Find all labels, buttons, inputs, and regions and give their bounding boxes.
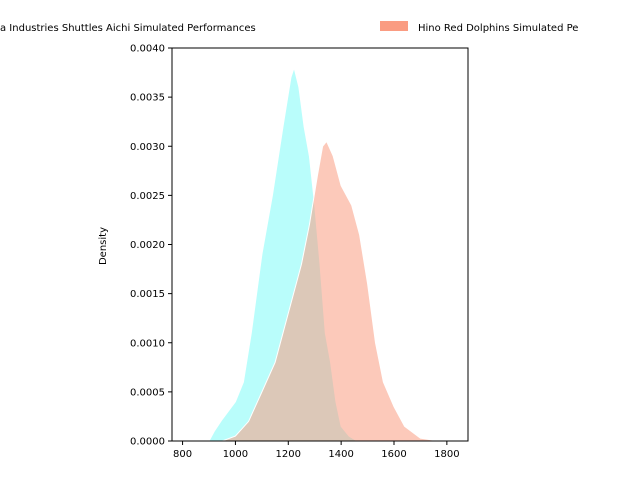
y-tick-label: 0.0025 [130, 191, 165, 202]
density-area-hino [222, 141, 439, 442]
y-tick-label: 0.0000 [130, 437, 165, 448]
legend-label-toyota: a Industries Shuttles Aichi Simulated Pe… [0, 23, 256, 34]
x-axis: 800 1000 1200 1400 1600 1800 [173, 441, 460, 460]
y-tick-label: 0.0035 [130, 93, 165, 104]
y-tick-label: 0.0020 [130, 240, 165, 251]
series-layer [208, 65, 439, 442]
y-tick-label: 0.0010 [130, 338, 165, 349]
x-tick-label: 1800 [434, 449, 459, 460]
y-tick-label: 0.0040 [130, 44, 165, 55]
legend-swatch-hino [380, 21, 408, 31]
y-tick-label: 0.0015 [130, 289, 165, 300]
legend-label-hino: Hino Red Dolphins Simulated Pe [418, 23, 578, 34]
x-tick-label: 1400 [328, 449, 353, 460]
density-line-hino [222, 140, 439, 442]
x-tick-label: 1200 [276, 449, 301, 460]
y-axis: 0.0000 0.0005 0.0010 0.0015 0.0020 0.0025 0.00… [130, 44, 172, 448]
legend: a Industries Shuttles Aichi Simulated Pe… [0, 21, 578, 34]
y-tick-label: 0.0005 [130, 387, 165, 398]
x-tick-label: 1000 [223, 449, 248, 460]
x-tick-label: 800 [173, 449, 192, 460]
y-tick-label: 0.0030 [130, 142, 165, 153]
y-axis-title: Density [98, 227, 109, 265]
x-tick-label: 1600 [381, 449, 406, 460]
